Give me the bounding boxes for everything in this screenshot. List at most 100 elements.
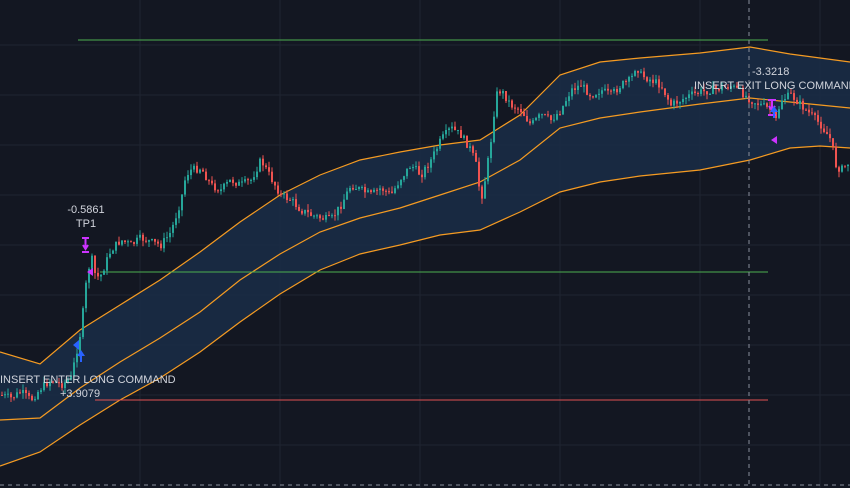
candle-body (220, 189, 222, 192)
candle-body (838, 167, 840, 172)
candle-body (511, 100, 513, 108)
candle-body (667, 95, 669, 100)
candle-body (115, 241, 117, 251)
candle-body (811, 112, 813, 114)
candle-body (454, 126, 456, 130)
candle-body (292, 199, 294, 201)
candle-body (106, 257, 108, 271)
candle-body (388, 191, 390, 193)
candle-body (745, 95, 747, 98)
candle-body (271, 171, 273, 182)
candle-body (688, 94, 690, 98)
candle-body (214, 183, 216, 191)
candle-body (169, 233, 171, 238)
candle-body (118, 241, 120, 245)
candle-body (253, 177, 255, 180)
candle-body (193, 165, 195, 170)
candle-body (322, 218, 324, 220)
candle-body (325, 215, 327, 220)
candle-body (109, 253, 111, 258)
band-upper-line (0, 46, 850, 365)
candle-body (433, 151, 435, 160)
candle-body (829, 134, 831, 139)
candle-body (88, 268, 90, 283)
candle-body (481, 186, 483, 199)
candle-body (97, 272, 99, 277)
candle-body (358, 187, 360, 189)
candle-body (544, 114, 546, 116)
candle-body (556, 114, 558, 120)
candle-body (664, 88, 666, 95)
candle-body (739, 87, 741, 89)
candle-body (796, 99, 798, 104)
candle-body (349, 188, 351, 192)
candle-body (595, 94, 597, 98)
candle-body (805, 109, 807, 111)
candle-body (475, 153, 477, 162)
candle-body (529, 121, 531, 124)
candle-body (127, 241, 129, 243)
candle-body (550, 115, 552, 121)
candle-body (415, 166, 417, 168)
candle-body (754, 103, 756, 105)
candle-body (505, 91, 507, 102)
candle-body (790, 92, 792, 94)
candle-body (400, 179, 402, 186)
candle-body (406, 168, 408, 177)
candle-body (283, 193, 285, 195)
candle-body (289, 199, 291, 201)
candle-body (13, 397, 15, 399)
candle-body (370, 190, 372, 193)
candle-body (217, 190, 219, 192)
candle-body (133, 242, 135, 244)
candle-body (181, 194, 183, 211)
entry-up-arrow-icon (77, 350, 85, 362)
candle-body (565, 101, 567, 106)
candle-body (766, 103, 768, 107)
candle-body (646, 77, 648, 82)
candle-body (676, 100, 678, 104)
candle-body (472, 146, 474, 153)
candle-body (55, 382, 57, 384)
candle-body (397, 185, 399, 189)
candle-body (568, 96, 570, 102)
candle-body (439, 138, 441, 149)
candle-body (538, 114, 540, 118)
candle-body (367, 190, 369, 193)
candle-body (301, 210, 303, 214)
candle-body (742, 87, 744, 98)
candle-body (268, 167, 270, 172)
candle-body (160, 243, 162, 249)
candle-body (721, 86, 723, 91)
candle-body (259, 158, 261, 172)
candle-body (589, 94, 591, 97)
entry-value-label: +3.9079 (60, 388, 100, 400)
candle-body (376, 189, 378, 191)
candle-body (391, 191, 393, 193)
price-candles (1, 67, 849, 402)
candle-body (403, 176, 405, 180)
candle-body (598, 93, 600, 95)
candle-body (685, 98, 687, 99)
candle-body (7, 393, 9, 395)
candle-body (673, 100, 675, 106)
exit-command-label: INSERT EXIT LONG COMMAND (694, 80, 850, 92)
candle-body (91, 255, 93, 269)
candle-body (679, 102, 681, 104)
candle-body (637, 71, 639, 73)
candle-body (469, 146, 471, 148)
tp-value-label: -0.5861 (67, 204, 104, 216)
candle-body (319, 215, 321, 219)
candle-body (25, 390, 27, 393)
candle-body (793, 93, 795, 100)
candle-body (613, 89, 615, 92)
candle-body (331, 215, 333, 217)
candle-body (346, 191, 348, 200)
candle-body (601, 90, 603, 94)
candle-body (190, 169, 192, 176)
candle-body (535, 117, 537, 121)
candle-body (484, 181, 486, 199)
candle-body (313, 215, 315, 217)
candle-body (727, 87, 729, 89)
